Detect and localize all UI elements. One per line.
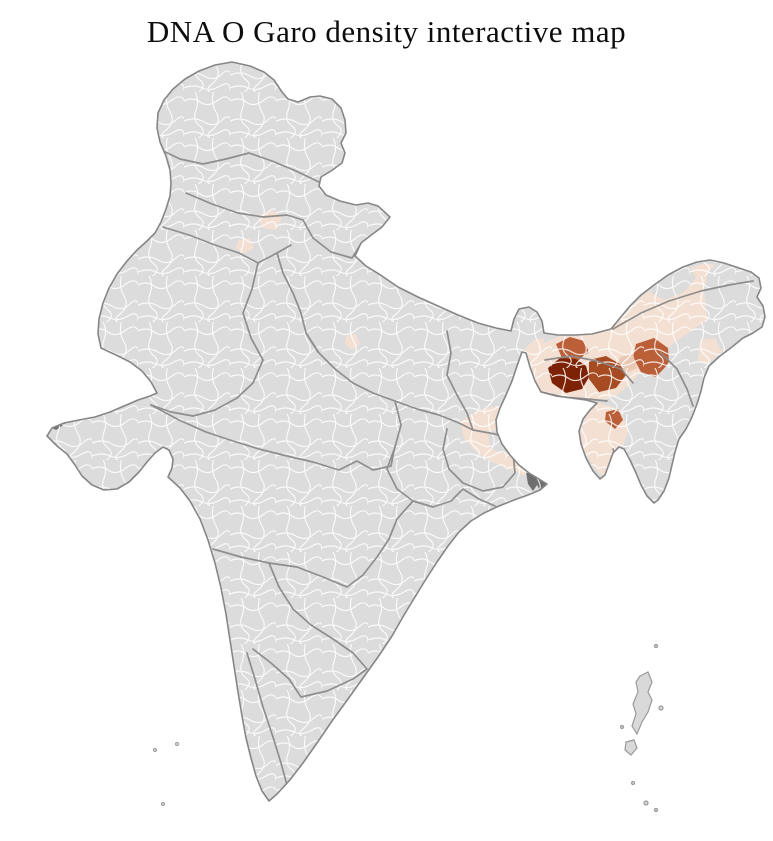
island-small[interactable] <box>624 739 638 756</box>
india-base-region[interactable] <box>47 62 765 801</box>
island-main[interactable] <box>631 671 653 736</box>
islet[interactable] <box>175 742 179 746</box>
islet[interactable] <box>161 802 165 806</box>
page-title: DNA O Garo density interactive map <box>146 14 627 49</box>
islet[interactable] <box>653 807 659 813</box>
islet[interactable] <box>619 724 625 730</box>
islet[interactable] <box>630 780 636 786</box>
island-chain-east[interactable] <box>619 643 664 813</box>
islet[interactable] <box>153 748 157 752</box>
island-chain-west[interactable] <box>153 742 179 806</box>
islet[interactable] <box>653 643 659 649</box>
islet[interactable] <box>658 705 664 711</box>
region-south-arm[interactable] <box>580 402 628 477</box>
islet[interactable] <box>643 800 649 806</box>
